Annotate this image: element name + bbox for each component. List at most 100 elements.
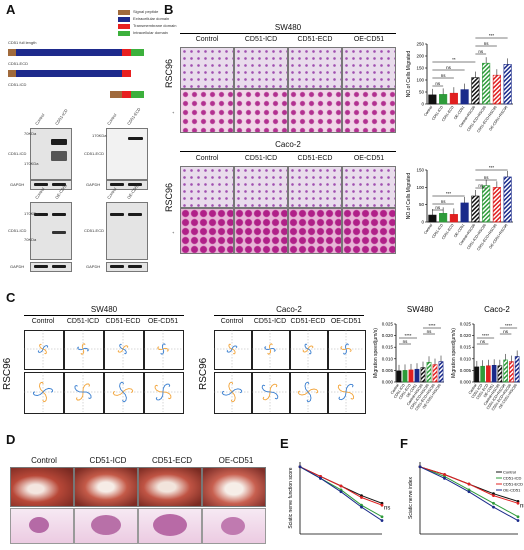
bar-control (428, 214, 437, 223)
c-sw480-cond-icd: CD51-ICD (66, 318, 100, 325)
c-cellline-sw480: SW480 (90, 305, 118, 314)
data-point (360, 494, 363, 497)
y-tick-label: 0.020 (382, 333, 394, 338)
c-sw480-track-icd-plus (64, 372, 104, 414)
legend-swatch-transmembrane (118, 24, 130, 29)
significance-label: ns (484, 41, 490, 46)
y-tick-label: 0.000 (382, 380, 394, 385)
c-caco2-track-ecd-plus (290, 372, 328, 414)
y-tick-label: 100 (416, 185, 424, 190)
bar-cd51-ecd-rsc96 (492, 187, 501, 223)
b-sw480-icd-plus (234, 89, 288, 133)
blot1-kda-1: 70KDa (24, 131, 37, 136)
bar-cd51-ecd (449, 92, 458, 105)
b-caco2-cond-control: Control (195, 155, 219, 162)
bar-cd51-ecd (408, 369, 414, 383)
c-caco2-speed-chart: 0.025 0.020 0.015 0.010 0.005 0.000Migration … (451, 305, 520, 412)
y-axis-label: Sciatic nerve function score (288, 467, 294, 528)
legend-label: CD51-ECD (503, 482, 523, 487)
y-tick-label: 150 (416, 66, 424, 71)
c-caco2-track-control-plus (214, 372, 252, 414)
blot2-kda-1: 170KDa (92, 133, 107, 138)
c-caco2-cond-icd: CD51-ICD (253, 318, 287, 325)
bar-oe-cd51-rsc96 (503, 176, 512, 223)
b-caco2-cond-oe: OE-CD51 (353, 155, 385, 162)
c-caco2-row-label: RSC96 (198, 357, 209, 390)
c-caco2-track-oe-minus (328, 330, 366, 370)
y-tick-label: 0.015 (460, 345, 472, 350)
c-sw480-track-control-minus (24, 330, 64, 370)
c-sw480-speed-chart: 0.025 0.020 0.015 0.010 0.005 0.000Migration … (373, 305, 444, 412)
bar-cd51-icd (439, 94, 448, 105)
b-sw480-icd-minus (234, 47, 288, 89)
legend-label-signal: Signal peptide (133, 9, 159, 14)
blot1-col-icd: CD51-ICD (53, 107, 69, 126)
legend-label: OE-CD51 (503, 488, 521, 493)
b-sw480-oe-plus (342, 89, 396, 133)
data-point (298, 465, 302, 469)
d-gross-control (10, 467, 74, 507)
y-tick-label: 0.010 (460, 356, 472, 361)
c-sw480-row-label: RSC96 (2, 357, 13, 390)
f-nerve-index-chart: Sciatic nerve index ns ControlCD51-ICDCD51… (408, 462, 524, 535)
bar-cd51-ecd-rsc96 (432, 364, 438, 383)
data-point (360, 503, 363, 507)
x-tick-label: Control (468, 383, 478, 395)
b-cellline-caco2: Caco-2 (275, 140, 301, 149)
y-tick-label: 100 (416, 78, 424, 83)
data-point (492, 501, 495, 505)
y-tick-label: 50 (419, 90, 425, 95)
e-function-score-chart: Sciatic nerve function score ns (288, 462, 390, 535)
significance-label: *** (489, 165, 495, 170)
x-tick-label: Control (390, 383, 400, 395)
blot1-col-control: Control (33, 112, 46, 126)
legend-label: Control (503, 470, 516, 475)
d-cond-control: Control (31, 456, 57, 465)
significance-label: ** (452, 57, 456, 62)
significance-label: *** (489, 33, 495, 38)
b-sw480-cond-icd: CD51-ICD (244, 36, 278, 43)
blot2-image (106, 128, 148, 180)
legend-label-extracellular: Extracellular domain (133, 16, 170, 21)
c-sw480-track-oe-minus (144, 330, 184, 370)
significance-label: **** (505, 323, 512, 328)
chart-title: SW480 (407, 305, 434, 314)
d-cond-oe: OE-CD51 (218, 456, 254, 465)
d-he-icd (74, 508, 138, 544)
legend-label: CD51-ICD (503, 476, 522, 481)
legend-label-transmembrane: Transmembrane domain (133, 23, 177, 28)
bar-control (474, 366, 480, 383)
data-point (339, 490, 343, 494)
significance-label: ns (446, 65, 452, 70)
c-sw480-cond-ecd: CD51-ECD (105, 318, 141, 325)
data-point (339, 488, 343, 492)
b-sw480-cond-control: Control (195, 36, 219, 43)
panel-letter-c: C (6, 290, 16, 305)
b-sw480-rule (180, 33, 396, 34)
panel-letter-d: D (6, 432, 16, 447)
blot3-image (30, 202, 72, 260)
bar-cd51-icd-rsc96 (503, 359, 508, 383)
blot4-image (106, 202, 148, 260)
b-sw480-cond-ecd: CD51-ECD (297, 36, 333, 43)
legend-swatch-extracellular (118, 17, 130, 22)
y-tick-label: 0 (421, 220, 424, 225)
construct-label-ecd: CD51-ECD (8, 61, 29, 66)
y-tick-label: 0 (421, 102, 424, 107)
bar-cd51-ecd-rsc96 (509, 361, 514, 383)
bar-control-rsc96 (420, 367, 426, 383)
significance-label: ns (403, 339, 409, 344)
d-gross-oe (202, 467, 266, 507)
y-tick-label: 50 (419, 202, 425, 207)
blot1-kda-2: 170KDa (24, 161, 39, 166)
data-point (492, 505, 495, 509)
y-tick-label: 0.025 (460, 322, 472, 327)
bar-oe-cd51 (460, 89, 469, 105)
bar-control-rsc96 (471, 77, 480, 105)
series-line-oe-cd51 (299, 466, 383, 522)
b-caco2-control-minus (180, 166, 234, 208)
blot1-gapdh (30, 180, 72, 190)
x-tick-label: Control (423, 105, 433, 117)
y-tick-label: 200 (416, 54, 424, 59)
